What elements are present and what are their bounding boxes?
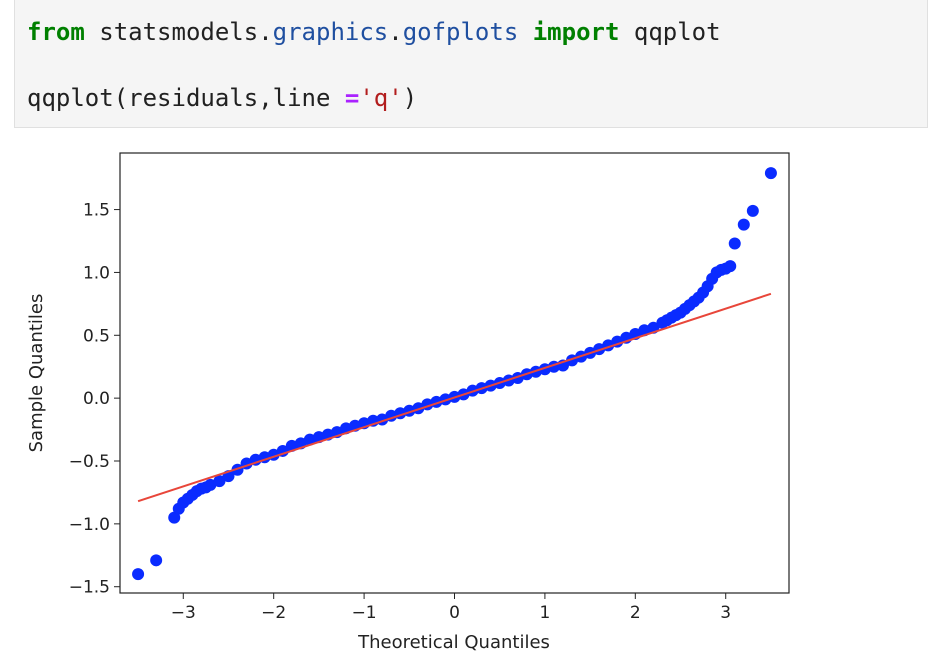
x-tick-label: −2 xyxy=(261,603,286,623)
x-axis-label: Theoretical Quantiles xyxy=(357,632,550,653)
data-point xyxy=(213,475,226,488)
x-tick-label: −3 xyxy=(171,603,196,623)
data-point xyxy=(204,478,217,491)
module-graphics: graphics xyxy=(272,18,389,46)
reference-line xyxy=(137,292,772,503)
data-point xyxy=(303,433,316,446)
data-point xyxy=(746,204,759,217)
plot-frame xyxy=(119,152,790,594)
module-path-head: statsmodels. xyxy=(84,18,273,46)
qq-plot: −3 −2 −1 0 1 2 3 −1.5 −1.0 −0.5 0.0 0.5 1.0 1.5 Theor… xyxy=(26,152,790,653)
y-tick-label: 0.5 xyxy=(83,326,110,346)
y-axis-label: Sample Quantiles xyxy=(26,294,47,453)
y-tick-label: −0.5 xyxy=(69,452,110,472)
data-point xyxy=(737,218,750,231)
call-text: qqplot(residuals,line xyxy=(27,84,345,112)
data-point xyxy=(150,554,163,567)
data-point xyxy=(764,167,777,180)
code-line-call: qqplot(residuals,line ='q') xyxy=(27,84,417,112)
y-tick-label: 1.0 xyxy=(83,263,110,283)
y-tick-label: 0.0 xyxy=(83,389,110,409)
string-literal: 'q' xyxy=(359,84,403,112)
keyword-from: from xyxy=(27,18,85,46)
call-close: ) xyxy=(402,84,418,112)
x-tick-label: 1 xyxy=(539,603,550,623)
x-tick-label: 2 xyxy=(630,603,641,623)
code-line-import: from statsmodels.graphics.gofplots impor… xyxy=(27,18,721,46)
data-point xyxy=(132,568,145,581)
x-tick-label: −1 xyxy=(352,603,377,623)
module-gofplots: gofplots xyxy=(402,18,519,46)
x-tick-label: 3 xyxy=(720,603,731,623)
imported-name: qqplot xyxy=(619,18,721,46)
module-dot: . xyxy=(388,18,403,46)
y-tick-label: −1.0 xyxy=(69,515,110,535)
data-point xyxy=(728,237,741,250)
assign-operator: = xyxy=(344,84,360,112)
keyword-import: import xyxy=(532,18,620,46)
x-tick-label: 0 xyxy=(449,603,460,623)
data-point xyxy=(724,260,737,273)
y-tick-label: 1.5 xyxy=(83,201,110,221)
y-tick-label: −1.5 xyxy=(69,578,110,598)
output-area: −3 −2 −1 0 1 2 3 −1.5 −1.0 −0.5 0.0 0.5 1.0 1.5 Theor… xyxy=(0,128,936,662)
code-cell[interactable]: from statsmodels.graphics.gofplots impor… xyxy=(14,0,928,128)
